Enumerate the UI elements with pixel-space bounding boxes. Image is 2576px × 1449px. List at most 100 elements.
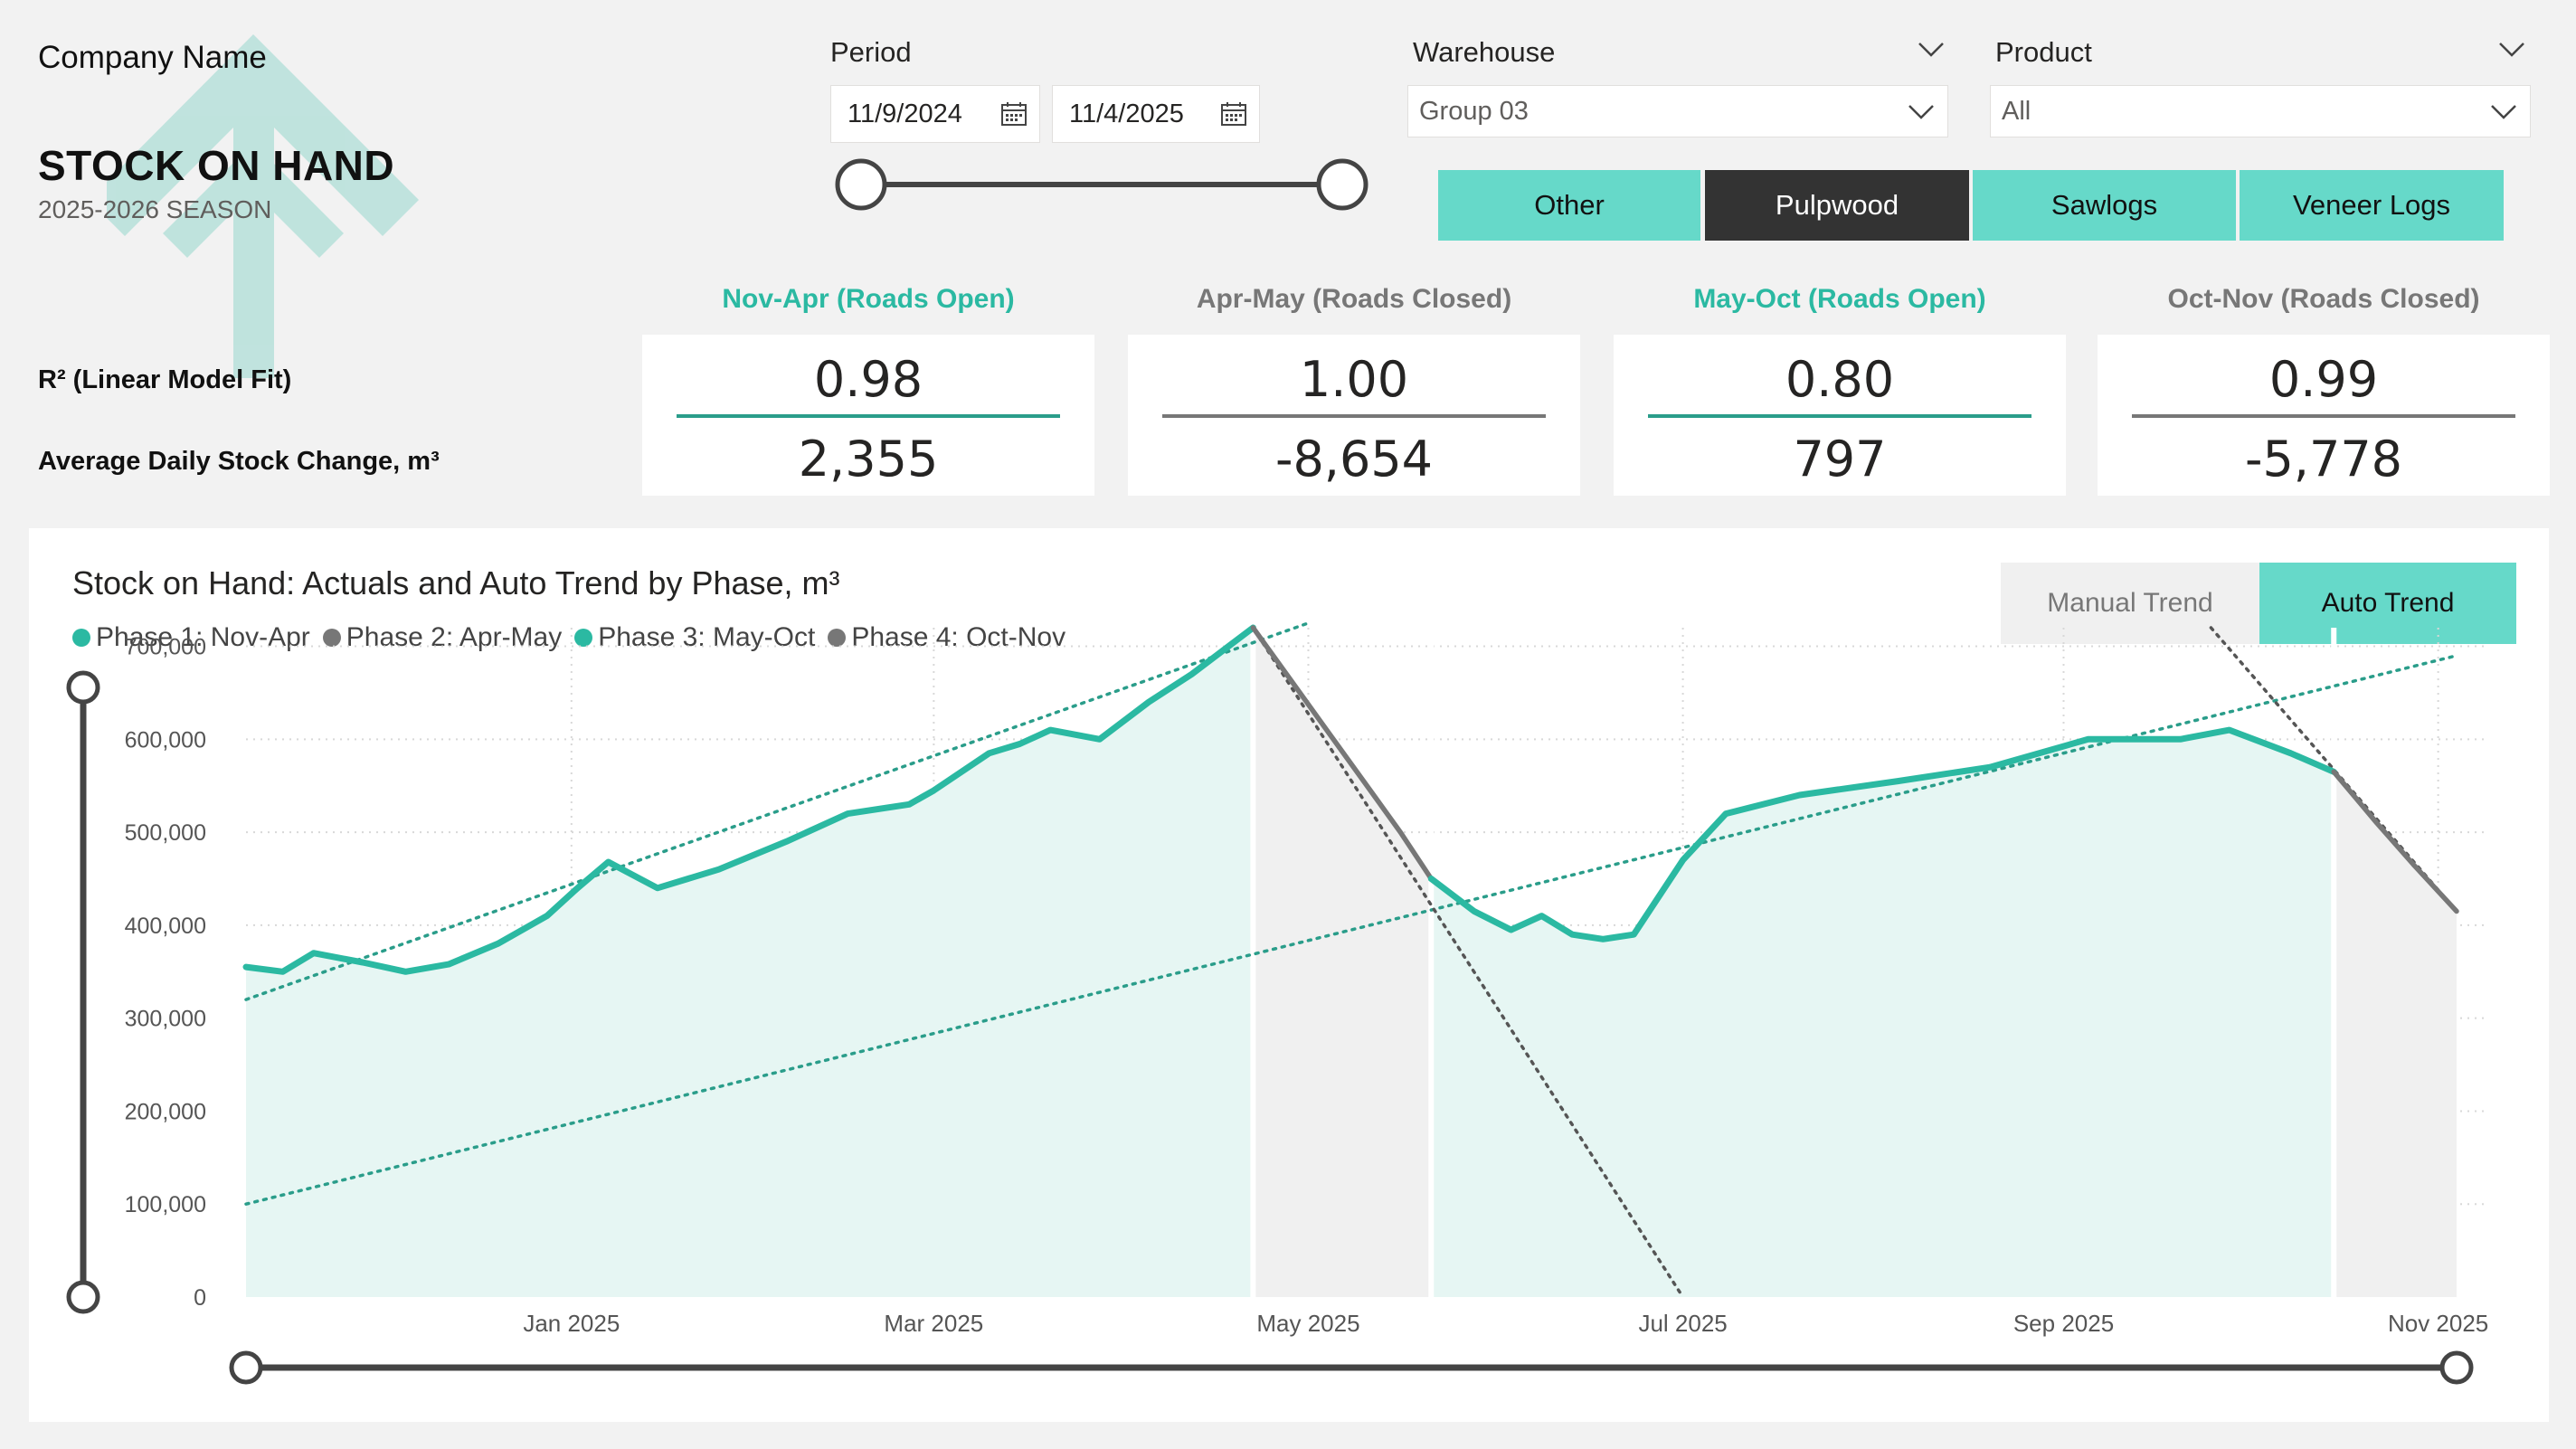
chart-series-lines (242, 624, 2459, 975)
phase-4-area (2334, 772, 2457, 1297)
legend-item[interactable]: Phase 2: Apr-May (322, 622, 563, 653)
x-slider-start-handle[interactable] (229, 1350, 263, 1385)
y-tick-label: 200,000 (125, 1099, 206, 1124)
legend-dot-icon (574, 629, 593, 647)
legend-dot-icon (322, 629, 341, 647)
trend-line-4 (2209, 626, 2458, 914)
period-end-value: 11/4/2025 (1069, 99, 1184, 128)
phase-2-line (1250, 625, 1435, 882)
phase-2-area (1253, 628, 1432, 1297)
legend-label: Phase 3: May-Oct (598, 622, 816, 652)
period-end-input[interactable]: 11/4/2025 (1052, 85, 1260, 143)
legend-item[interactable]: Phase 4: Oct-Nov (828, 622, 1065, 653)
warehouse-value: Group 03 (1419, 96, 1529, 126)
y-slider-bottom-handle[interactable] (66, 1280, 100, 1314)
y-slider-top-handle[interactable] (66, 670, 100, 705)
x-tick-label: May 2025 (1256, 1310, 1359, 1337)
kpi-card-phase-2: 1.00 -8,654 (1128, 335, 1580, 496)
product-button-other[interactable]: Other (1438, 170, 1700, 241)
product-label: Product (1995, 36, 2092, 68)
product-button-sawlogs[interactable]: Sawlogs (1973, 170, 2236, 241)
avg-change-row-label: Average Daily Stock Change, m³ (38, 447, 440, 476)
manual-trend-toggle[interactable]: Manual Trend (2001, 563, 2259, 644)
kpi-r2-value: 0.98 (813, 351, 923, 408)
kpi-avg-value: -5,778 (2244, 431, 2403, 488)
x-zoom-slider[interactable] (229, 1350, 2474, 1385)
y-tick-label: 500,000 (125, 820, 206, 846)
phase-4-title: Oct-Nov (Roads Closed) (2167, 284, 2480, 314)
phase-4-line (2331, 769, 2459, 914)
r2-row-label: R² (Linear Model Fit) (38, 365, 292, 394)
trend-line-3 (1251, 626, 1685, 1299)
calendar-icon[interactable] (1221, 102, 1246, 126)
product-button-veneer-logs[interactable]: Veneer Logs (2240, 170, 2504, 241)
chart-trend-lines (244, 621, 2458, 1299)
y-tick-label: 700,000 (125, 635, 206, 660)
trend-line-1 (244, 621, 1311, 1001)
y-tick-label: 100,000 (125, 1192, 206, 1217)
legend-item[interactable]: Phase 1: Nov-Apr (72, 622, 310, 653)
phase-1-title: Nov-Apr (Roads Open) (722, 284, 1015, 314)
chart-legend: Phase 1: Nov-Apr Phase 2: Apr-May Phase … (72, 622, 1065, 653)
chart-title: Stock on Hand: Actuals and Auto Trend by… (72, 564, 840, 601)
legend-label: Phase 4: Oct-Nov (851, 622, 1066, 652)
x-axis: Jan 2025 Mar 2025 May 2025 Jul 2025 Sep 2025… (523, 1310, 2488, 1337)
product-button-pulpwood[interactable]: Pulpwood (1705, 170, 1969, 241)
phase-1-line (242, 624, 1256, 975)
kpi-divider (677, 414, 1060, 418)
legend-dot-icon (828, 629, 847, 647)
legend-label: Phase 2: Apr-May (346, 622, 563, 652)
kpi-r2-value: 0.99 (2268, 351, 2379, 408)
trend-line-2 (244, 654, 2458, 1206)
legend-label: Phase 1: Nov-Apr (96, 622, 310, 652)
warehouse-label: Warehouse (1413, 36, 1556, 68)
y-tick-label: 400,000 (125, 914, 206, 939)
company-logo-icon (107, 34, 419, 378)
kpi-r2-value: 0.80 (1785, 351, 1895, 408)
chart-panel: Stock on Hand: Actuals and Auto Trend by… (29, 528, 2549, 1422)
phase-3-area (1431, 730, 2334, 1297)
kpi-avg-value: 2,355 (798, 431, 939, 488)
legend-dot-icon (72, 629, 90, 647)
kpi-card-phase-4: 0.99 -5,778 (2098, 335, 2550, 496)
x-tick-label: Jul 2025 (1638, 1310, 1727, 1337)
chart-areas (246, 628, 2457, 1297)
warehouse-dropdown[interactable]: Group 03 (1407, 85, 1948, 137)
y-zoom-slider[interactable] (66, 670, 100, 1314)
kpi-divider (1648, 414, 2031, 418)
period-slider-end-handle[interactable] (1316, 158, 1368, 211)
x-tick-label: Jan 2025 (523, 1310, 620, 1337)
stock-chart: 700,000 600,000 500,000 400,000 300,000 200,0… (66, 621, 2488, 1385)
chevron-down-icon[interactable] (1918, 42, 1945, 58)
x-tick-label: Nov 2025 (2388, 1310, 2488, 1337)
phase-1-area (246, 628, 1254, 1297)
period-start-input[interactable]: 11/9/2024 (830, 85, 1040, 143)
period-slider-start-handle[interactable] (835, 158, 887, 211)
product-dropdown[interactable]: All (1990, 85, 2531, 137)
phase-3-line (1427, 726, 2337, 942)
chevron-down-icon[interactable] (1908, 104, 1935, 120)
legend-item[interactable]: Phase 3: May-Oct (574, 622, 815, 653)
y-tick-label: 300,000 (125, 1007, 206, 1032)
season-subtitle: 2025-2026 SEASON (38, 195, 272, 223)
kpi-divider (1162, 414, 1546, 418)
kpi-r2-value: 1.00 (1299, 351, 1409, 408)
calendar-icon[interactable] (1001, 102, 1027, 126)
x-slider-end-handle[interactable] (2439, 1350, 2474, 1385)
period-start-value: 11/9/2024 (848, 99, 962, 128)
period-label: Period (830, 36, 912, 68)
page-title: STOCK ON HAND (38, 142, 395, 189)
chevron-down-icon[interactable] (2498, 42, 2525, 58)
kpi-card-phase-3: 0.80 797 (1614, 335, 2066, 496)
kpi-avg-value: 797 (1793, 431, 1887, 488)
kpi-divider (2132, 414, 2515, 418)
y-tick-label: 600,000 (125, 727, 206, 753)
chevron-down-icon[interactable] (2490, 104, 2517, 120)
kpi-avg-value: -8,654 (1274, 431, 1434, 488)
auto-trend-toggle[interactable]: Auto Trend (2259, 563, 2516, 644)
company-name: Company Name (38, 40, 267, 75)
x-tick-label: Sep 2025 (2013, 1310, 2114, 1337)
period-range-slider[interactable] (830, 154, 1373, 217)
y-tick-label: 0 (194, 1285, 206, 1311)
phase-2-title: Apr-May (Roads Closed) (1196, 284, 1512, 314)
